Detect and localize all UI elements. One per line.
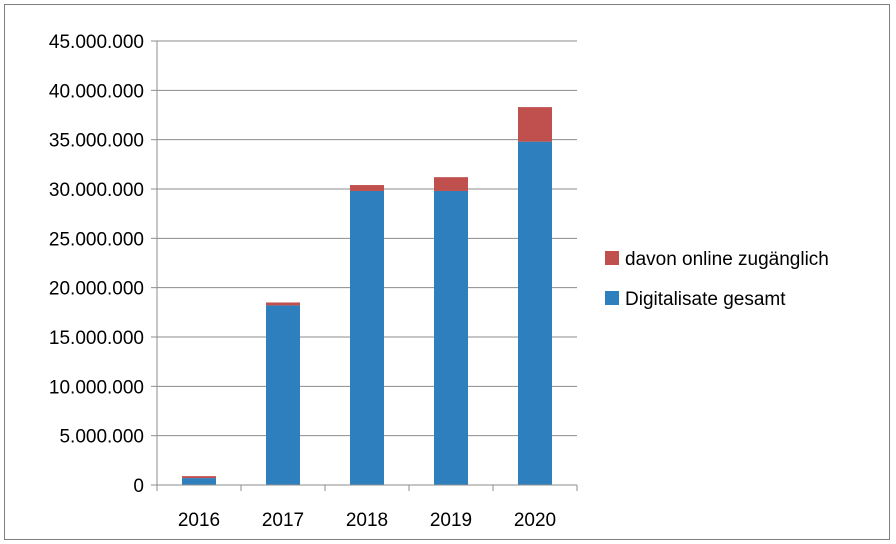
legend-swatch — [605, 251, 619, 265]
axes — [151, 40, 578, 491]
y-tick-label: 15.000.000 — [49, 328, 144, 349]
x-tick-label: 2019 — [430, 510, 472, 531]
y-tick-label: 40.000.000 — [49, 81, 144, 102]
legend-swatch — [605, 291, 619, 305]
bars — [182, 107, 552, 485]
y-axis-tick-labels: 0 5.000.000 10.000.000 15.000.000 20.000.000… — [49, 32, 144, 497]
bar-davon-online-zug-nglich-2017 — [266, 302, 300, 306]
y-tick-label: 30.000.000 — [49, 180, 144, 201]
bar-digitalisate-gesamt-2018 — [350, 190, 384, 485]
y-tick-label: 20.000.000 — [49, 279, 144, 300]
x-tick-label: 2016 — [178, 510, 220, 531]
bar-davon-online-zug-nglich-2018 — [350, 185, 384, 191]
y-tick-label: 35.000.000 — [49, 131, 144, 152]
y-tick-label: 0 — [133, 476, 144, 497]
bar-davon-online-zug-nglich-2020 — [518, 107, 552, 142]
y-tick-label: 25.000.000 — [49, 229, 144, 250]
bar-digitalisate-gesamt-2017 — [266, 305, 300, 485]
y-tick-label: 5.000.000 — [59, 427, 144, 448]
x-tick-label: 2020 — [514, 510, 556, 531]
x-axis-tick-labels: 2016 2017 2018 2019 2020 — [178, 510, 556, 531]
y-tick-label: 45.000.000 — [49, 32, 144, 53]
bar-digitalisate-gesamt-2019 — [434, 190, 468, 485]
legend-label: Digitalisate gesamt — [625, 289, 786, 310]
bar-digitalisate-gesamt-2016 — [182, 478, 216, 485]
y-tick-label: 10.000.000 — [49, 377, 144, 398]
legend: davon online zugänglich Digitalisate gesa… — [605, 249, 829, 310]
legend-label: davon online zugänglich — [625, 249, 829, 270]
bar-digitalisate-gesamt-2020 — [518, 141, 552, 485]
bar-davon-online-zug-nglich-2019 — [434, 177, 468, 191]
x-tick-label: 2017 — [262, 510, 304, 531]
bar-davon-online-zug-nglich-2016 — [182, 476, 216, 479]
x-tick-label: 2018 — [346, 510, 388, 531]
